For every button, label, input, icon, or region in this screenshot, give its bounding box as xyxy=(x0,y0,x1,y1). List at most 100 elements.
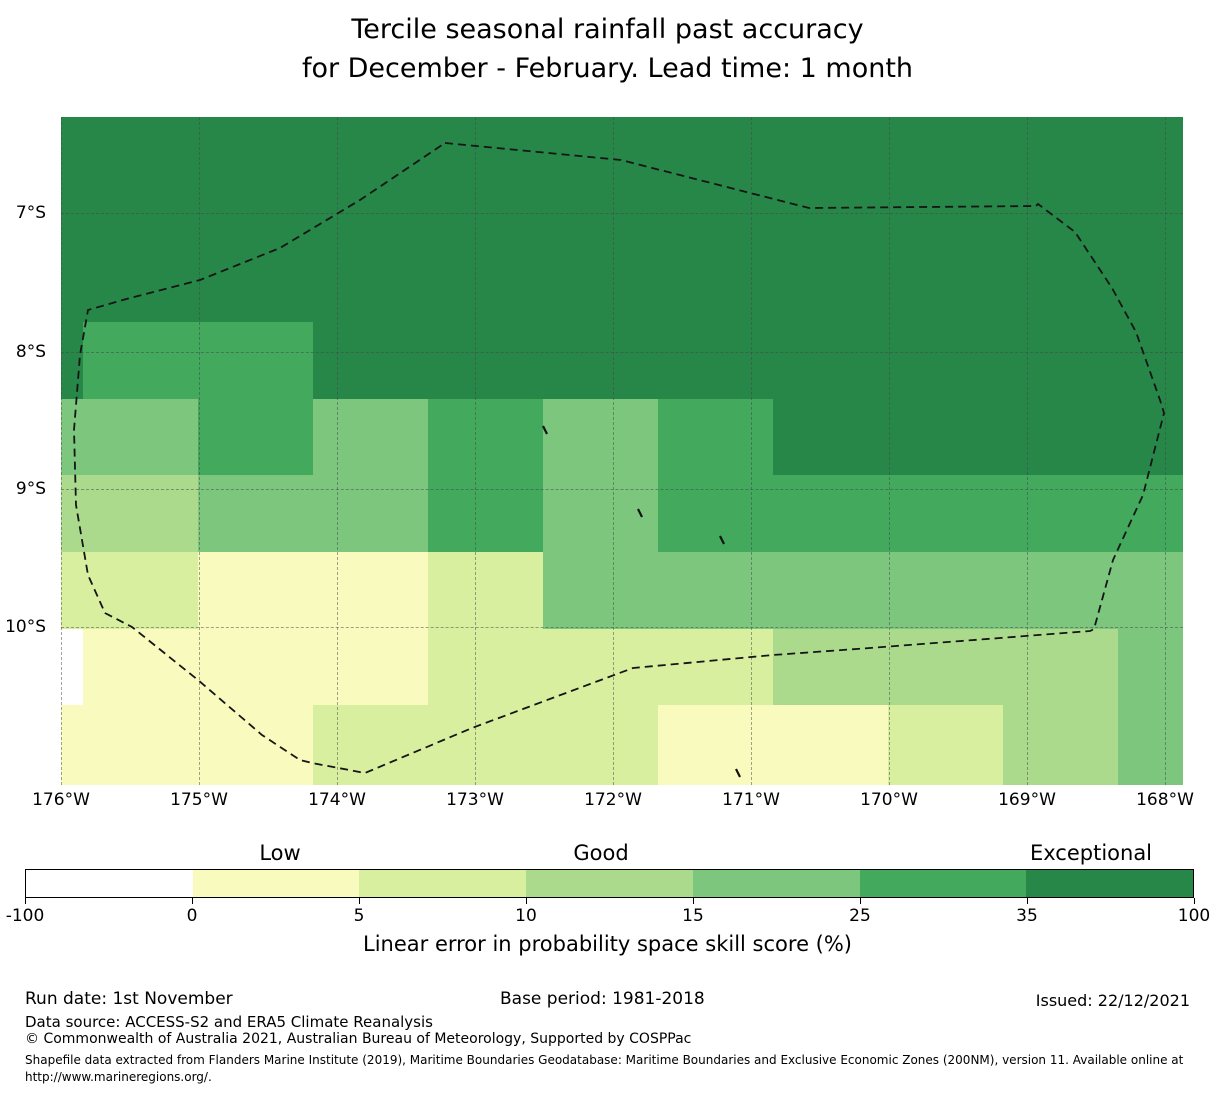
colorbar-tick-label: 10 xyxy=(515,906,537,926)
grid-cell xyxy=(658,552,773,629)
grid-cell xyxy=(428,705,543,785)
grid-cell xyxy=(888,552,1003,629)
grid-cell xyxy=(773,629,888,705)
grid-cell xyxy=(83,399,198,475)
colorbar-axis-label: Linear error in probability space skill … xyxy=(363,932,852,956)
grid-cell xyxy=(83,322,198,399)
grid-cell xyxy=(61,169,83,245)
grid-cell xyxy=(543,552,658,629)
title-line-1: Tercile seasonal rainfall past accuracy xyxy=(351,14,864,45)
grid-cell xyxy=(1003,322,1118,399)
grid-cell xyxy=(543,322,658,399)
colorbar xyxy=(25,869,1194,898)
x-tick-label: 174°W xyxy=(308,790,366,810)
grid-cell xyxy=(198,552,313,629)
grid-cell xyxy=(83,629,198,705)
grid-cell xyxy=(198,705,313,785)
grid-cell xyxy=(428,475,543,552)
grid-cell xyxy=(658,705,773,785)
grid-cell xyxy=(658,245,773,322)
grid-cell xyxy=(1003,552,1118,629)
x-tick-label: 173°W xyxy=(446,790,504,810)
colorbar-segment xyxy=(526,870,693,897)
colorbar-tick-label: 25 xyxy=(849,906,871,926)
eez-boundary-path xyxy=(73,142,1165,774)
gridline-horizontal xyxy=(61,489,1183,490)
grid-cell xyxy=(428,552,543,629)
grid-cell xyxy=(198,629,313,705)
grid-cell xyxy=(313,169,428,245)
grid-cell xyxy=(1003,169,1118,245)
grid-cell xyxy=(888,245,1003,322)
grid-cell xyxy=(773,245,888,322)
colorbar-tick-mark xyxy=(359,898,360,904)
y-tick-label: 10°S xyxy=(5,617,46,637)
grid-cell xyxy=(543,245,658,322)
y-tick-label: 7°S xyxy=(15,203,46,223)
grid-cell xyxy=(543,169,658,245)
colorbar-tick-mark xyxy=(25,898,26,904)
grid-cell xyxy=(83,705,198,785)
colorbar-segment xyxy=(359,870,527,897)
grid-cell xyxy=(658,629,773,705)
grid-cell xyxy=(1118,169,1183,245)
grid-cell xyxy=(198,475,313,552)
grid-cell xyxy=(658,169,773,245)
colorbar-segment xyxy=(1026,870,1194,897)
grid-cell xyxy=(198,169,313,245)
grid-cell xyxy=(543,475,658,552)
grid-cell xyxy=(658,399,773,475)
base-period-text: Base period: 1981-2018 xyxy=(500,989,705,1009)
x-tick-label: 172°W xyxy=(584,790,642,810)
grid-cell xyxy=(428,322,543,399)
grid-cell xyxy=(1118,552,1183,629)
map-plot xyxy=(61,117,1183,785)
grid-cell xyxy=(313,629,428,705)
gridline-horizontal xyxy=(61,627,1183,628)
x-tick-label: 168°W xyxy=(1136,790,1194,810)
colorbar-tick-label: 0 xyxy=(186,906,198,926)
gridline-vertical xyxy=(337,117,338,785)
grid-cell xyxy=(428,169,543,245)
grid-cell xyxy=(83,475,198,552)
grid-cell xyxy=(313,475,428,552)
island-mark xyxy=(735,768,741,778)
shapefile-url-text: http://www.marineregions.org/. xyxy=(25,1070,212,1084)
grid-cell xyxy=(1003,245,1118,322)
grid-cell xyxy=(1003,475,1118,552)
grid-cell xyxy=(658,475,773,552)
grid-cell xyxy=(1118,322,1183,399)
colorbar-tick-label: -100 xyxy=(5,906,45,926)
gridline-vertical xyxy=(1027,117,1028,785)
x-axis: 176°W 175°W 174°W 173°W 172°W 171°W 170°W 169°W… xyxy=(32,790,1194,814)
colorbar-tick-mark xyxy=(526,898,527,904)
grid-cell xyxy=(61,552,83,629)
island-mark xyxy=(719,535,725,545)
colorbar-segment xyxy=(192,870,360,897)
grid-cell xyxy=(888,475,1003,552)
grid-cell xyxy=(658,322,773,399)
colorbar-tick-mark xyxy=(1194,898,1195,904)
x-tick-label: 175°W xyxy=(170,790,228,810)
grid-cell xyxy=(1003,399,1118,475)
grid-cell xyxy=(61,399,83,475)
grid-cell xyxy=(773,117,888,169)
grid-cell xyxy=(773,322,888,399)
grid-cell xyxy=(198,245,313,322)
grid-cell xyxy=(61,245,83,322)
x-tick-label: 169°W xyxy=(998,790,1056,810)
grid-cell xyxy=(83,245,198,322)
grid-cell xyxy=(773,705,888,785)
grid-cell xyxy=(888,705,1003,785)
grid-cell xyxy=(428,629,543,705)
colorbar-tick-label: 5 xyxy=(353,906,365,926)
grid-cell xyxy=(1003,629,1118,705)
grid-cell xyxy=(543,399,658,475)
grid-cell xyxy=(773,475,888,552)
gridline-vertical xyxy=(475,117,476,785)
eez-boundary-overlay xyxy=(73,142,1165,778)
page-title: Tercile seasonal rainfall past accuracy … xyxy=(0,10,1215,88)
y-tick-label: 9°S xyxy=(15,479,46,499)
gridline-horizontal xyxy=(61,352,1183,353)
grid-cell xyxy=(61,117,83,169)
